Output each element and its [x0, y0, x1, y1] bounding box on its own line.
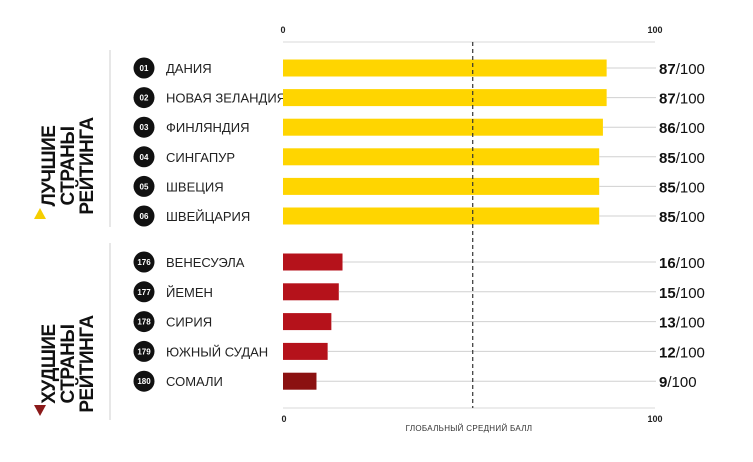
triangle-down-icon	[34, 405, 46, 416]
score-value: 13	[659, 315, 676, 332]
score-suffix: /100	[676, 150, 705, 167]
score-value: 9	[659, 374, 667, 391]
country-label: СИНГАПУР	[166, 150, 235, 165]
rank-number: 04	[140, 153, 149, 162]
rank-badge	[133, 340, 155, 362]
score-label: 16/100	[659, 255, 705, 272]
group-title-line: РЕЙТИНГА	[76, 117, 98, 215]
x-tick-label-top-min: 0	[280, 25, 285, 35]
bar	[283, 253, 343, 271]
rank-badge	[133, 87, 155, 109]
score-suffix: /100	[676, 315, 705, 332]
country-label: ВЕНЕСУЭЛА	[166, 255, 245, 270]
rank-badge	[133, 251, 155, 273]
score-label: 15/100	[659, 285, 705, 302]
rank-number: 179	[137, 347, 151, 356]
group-title-line: РЕЙТИНГА	[76, 315, 98, 413]
rank-badge	[133, 311, 155, 333]
score-label: 12/100	[659, 344, 705, 361]
country-label: СИРИЯ	[166, 315, 212, 330]
x-tick-label-bottom-min: 0	[281, 414, 286, 424]
score-suffix: /100	[676, 120, 705, 137]
score-value: 86	[659, 120, 676, 137]
bar	[283, 283, 339, 301]
score-suffix: /100	[667, 374, 696, 391]
score-label: 9/100	[659, 374, 697, 391]
rank-badge	[133, 205, 155, 227]
x-axis-label: ГЛОБАЛЬНЫЙ СРЕДНИЙ БАЛЛ	[406, 424, 533, 433]
rank-number: 06	[140, 212, 149, 221]
score-suffix: /100	[676, 91, 705, 108]
bar	[283, 148, 600, 166]
score-suffix: /100	[676, 285, 705, 302]
score-value: 85	[659, 150, 676, 167]
country-label: ЮЖНЫЙ СУДАН	[166, 344, 268, 359]
group-title-line: СТРАНЫ	[58, 127, 79, 206]
rank-number: 02	[140, 94, 149, 103]
bar	[283, 177, 600, 195]
rank-number: 03	[140, 123, 149, 132]
rank-badge	[133, 175, 155, 197]
triangle-up-icon	[34, 208, 46, 219]
score-suffix: /100	[676, 179, 705, 196]
rank-number: 176	[137, 258, 151, 267]
country-label: ЙЕМЕН	[166, 285, 213, 300]
rank-number: 01	[140, 64, 149, 73]
group-title: ХУДШИЕСТРАНЫРЕЙТИНГА	[39, 315, 98, 413]
score-value: 16	[659, 255, 676, 272]
x-tick-label-top-max: 100	[647, 25, 662, 35]
country-label: ДАНИЯ	[166, 61, 212, 76]
country-label: ШВЕЦИЯ	[166, 179, 224, 194]
score-value: 87	[659, 91, 676, 108]
score-label: 85/100	[659, 150, 705, 167]
rank-badge	[133, 57, 155, 79]
group-title-line: СТРАНЫ	[58, 325, 79, 404]
rank-badge	[133, 146, 155, 168]
score-label: 85/100	[659, 209, 705, 226]
score-label: 13/100	[659, 315, 705, 332]
score-value: 12	[659, 344, 676, 361]
score-label: 85/100	[659, 179, 705, 196]
score-value: 85	[659, 209, 676, 226]
score-label: 86/100	[659, 120, 705, 137]
score-label: 87/100	[659, 91, 705, 108]
rank-number: 177	[137, 288, 151, 297]
bar	[283, 89, 607, 107]
bar	[283, 313, 332, 331]
bar	[283, 59, 607, 77]
bar	[283, 342, 328, 360]
score-suffix: /100	[676, 61, 705, 78]
score-value: 87	[659, 61, 676, 78]
rank-number: 180	[137, 377, 151, 386]
group-title-line: ЛУЧШИЕ	[39, 126, 60, 207]
country-label: ШВЕЙЦАРИЯ	[166, 209, 250, 224]
score-suffix: /100	[676, 255, 705, 272]
bar	[283, 372, 317, 390]
score-suffix: /100	[676, 209, 705, 226]
country-label: ФИНЛЯНДИЯ	[166, 120, 249, 135]
x-tick-label-bottom-max: 100	[647, 414, 662, 424]
rank-badge	[133, 116, 155, 138]
score-suffix: /100	[676, 344, 705, 361]
country-label: СОМАЛИ	[166, 374, 223, 389]
group-title: ЛУЧШИЕСТРАНЫРЕЙТИНГА	[39, 117, 98, 215]
group-title-line: ХУДШИЕ	[39, 324, 60, 404]
rank-badge	[133, 370, 155, 392]
rank-number: 05	[140, 182, 149, 191]
country-label: НОВАЯ ЗЕЛАНДИЯ	[166, 91, 286, 106]
bar	[283, 207, 600, 225]
score-value: 85	[659, 179, 676, 196]
rank-number: 178	[137, 318, 151, 327]
score-value: 15	[659, 285, 676, 302]
score-label: 87/100	[659, 61, 705, 78]
rank-badge	[133, 281, 155, 303]
bar	[283, 118, 603, 136]
